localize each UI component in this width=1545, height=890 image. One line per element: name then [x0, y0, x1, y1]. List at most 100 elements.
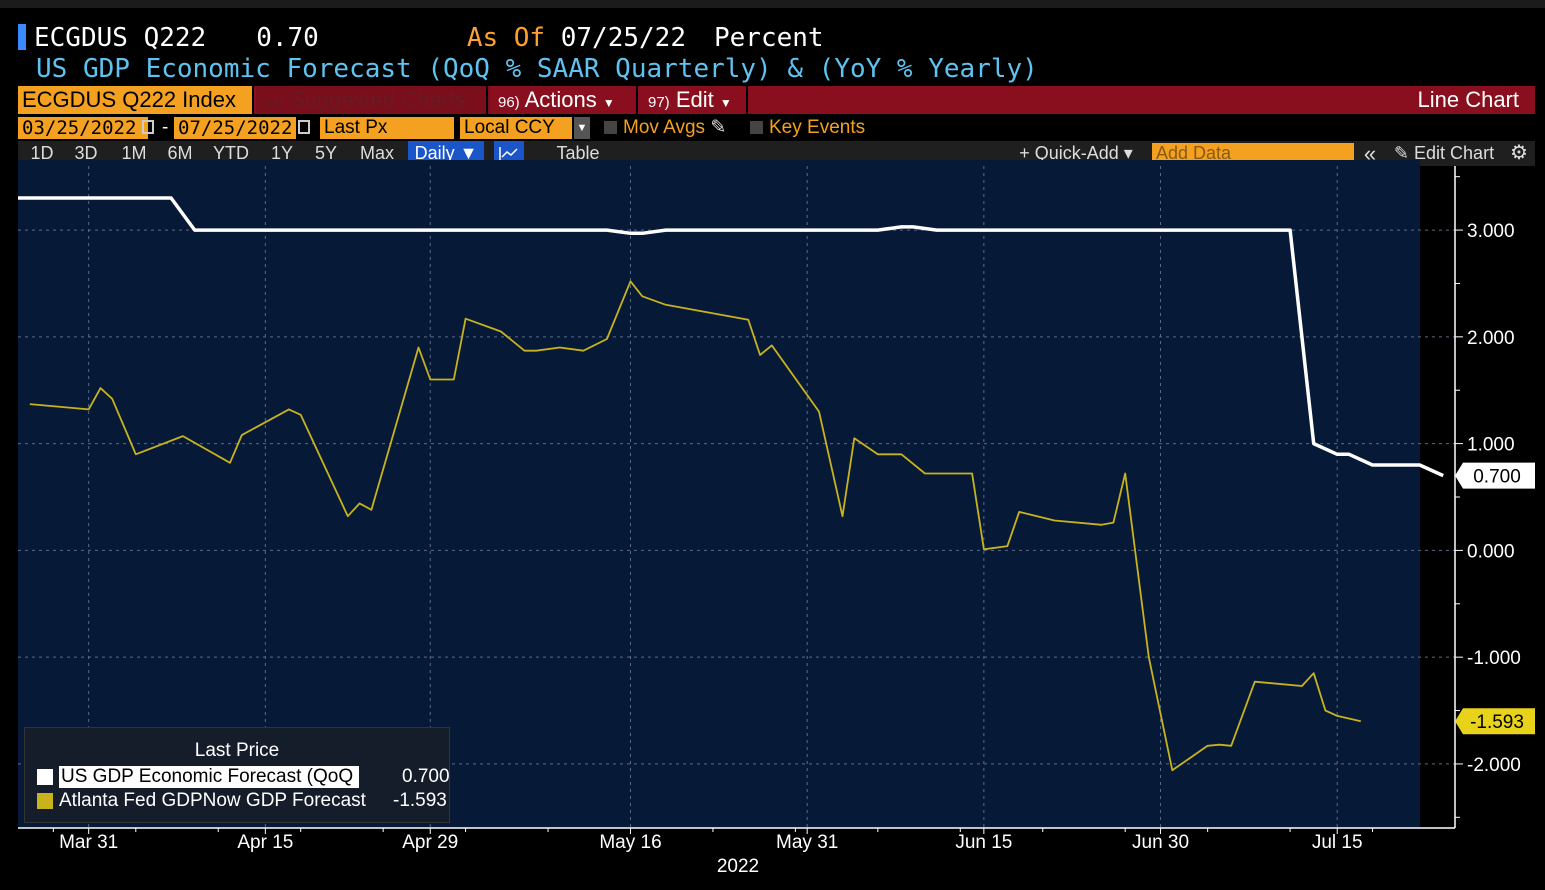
x-tick-label: Jun 15 [955, 832, 1012, 853]
period-1m[interactable]: 1M [121, 143, 147, 163]
series-line-2 [29, 280, 1361, 772]
ticker-input[interactable]: ECGDUS Q222 Index [18, 86, 254, 114]
legend-item-label: Atlanta Fed GDPNow GDP Forecast [59, 790, 366, 811]
table-button[interactable]: Table [556, 143, 600, 163]
checkbox-icon[interactable] [604, 121, 617, 134]
edit-menu[interactable]: 97) Edit ▼ [640, 86, 752, 114]
add-data-input[interactable]: Add Data [1152, 143, 1354, 163]
edit-label: Edit [675, 87, 714, 112]
chart-style-icon[interactable] [494, 141, 524, 166]
actions-label: Actions [524, 87, 597, 112]
track-label: Track [599, 172, 647, 193]
header-marker [18, 24, 26, 50]
suggested-charts-button[interactable]: 94) Suggested Charts [256, 86, 490, 114]
divider [636, 86, 638, 114]
period-5y[interactable]: 5Y [314, 143, 338, 163]
edit-chart-label: Edit Chart [1414, 143, 1495, 163]
field-selector[interactable]: Last Px [320, 117, 454, 139]
actions-menu[interactable]: 96) Actions ▼ [490, 86, 642, 114]
calendar-icon[interactable] [298, 120, 310, 134]
calendar-icon[interactable] [142, 120, 154, 134]
series-line-1 [18, 196, 1444, 478]
legend: Last Price US GDP Economic Forecast (QoQ… [24, 727, 450, 823]
y-tick-label: -2.000 [1467, 755, 1521, 776]
period-max[interactable]: Max [359, 143, 394, 163]
quick-add-button[interactable]: + Quick-Add ▾ [1019, 143, 1133, 163]
period-6m[interactable]: 6M [167, 143, 193, 163]
as-of-date: 07/25/22 [560, 23, 686, 53]
line-chart-icon [499, 147, 518, 162]
security-header: ECGDUS Q222 0.70 As Of 07/25/22 Percent [18, 22, 824, 54]
collapse-icon[interactable]: « [1363, 141, 1377, 166]
period-3d[interactable]: 3D [74, 143, 98, 163]
zoom-button[interactable]: ⚲ Zoom [886, 168, 957, 198]
as-of-label: As Of [466, 23, 546, 53]
period-1d[interactable]: 1D [30, 143, 54, 163]
unit-label: Percent [713, 23, 824, 53]
start-date-field[interactable]: 03/25/2022 [18, 117, 148, 139]
date-range-dash: - [162, 117, 169, 138]
x-tick-label: May 31 [776, 832, 838, 853]
currency-selector[interactable]: Local CCY [460, 117, 572, 139]
y-tick-label: 0.000 [1467, 541, 1515, 562]
caret-down-icon: ▼ [719, 96, 732, 110]
x-year-label: 2022 [717, 856, 759, 877]
period-ytd[interactable]: YTD [213, 143, 249, 163]
function-number: 96) [498, 94, 520, 111]
last-value-label: -1.593 [1470, 712, 1524, 733]
y-tick-label: 2.000 [1467, 328, 1515, 349]
checkbox-icon[interactable] [750, 121, 763, 134]
period-1y[interactable]: 1Y [270, 143, 294, 163]
annotate-label: Annotate [697, 172, 774, 193]
pencil-icon[interactable]: ✎ [710, 117, 727, 138]
divider [252, 86, 254, 114]
y-tick-label: 1.000 [1467, 435, 1515, 456]
security-description: US GDP Economic Forecast (QoQ % SAAR Qua… [36, 54, 1038, 84]
chart-tools-bar: ✛ Track ∠ Annotate ≣ News ⚲ Zoom [566, 168, 968, 198]
function-number: 94) [262, 94, 284, 111]
x-tick-label: Mar 31 [59, 832, 118, 853]
annotate-button[interactable]: ∠ Annotate [672, 168, 773, 198]
period-toolbar: 1D 3D 1M 6M YTD 1Y 5Y Max Daily ▼ Table … [18, 141, 1535, 166]
divider [486, 86, 488, 114]
pencil-icon: ✎ [1393, 143, 1410, 163]
key-events-label: Key Events [769, 117, 866, 138]
y-tick-label: 3.000 [1467, 221, 1515, 242]
magnifier-icon: ⚲ [886, 172, 900, 193]
divider [746, 86, 748, 114]
last-value-tag [1455, 708, 1535, 735]
x-tick-label: May 16 [599, 832, 661, 853]
legend-title: Last Price [194, 740, 280, 761]
track-button[interactable]: ✛ Track [576, 168, 647, 198]
mov-avgs-toggle[interactable]: Mov Avgs ✎ [604, 117, 726, 139]
last-value: 0.70 [256, 23, 319, 53]
legend-item-label: US GDP Economic Forecast (QoQ [59, 766, 359, 788]
chart-settings-bar: 03/25/2022 - 07/25/2022 Last Px Local CC… [18, 116, 1535, 140]
chart-type-label: Line Chart [1417, 87, 1519, 112]
function-number: 97) [648, 94, 670, 111]
last-value-label: 0.700 [1473, 467, 1521, 488]
zoom-label: Zoom [907, 172, 957, 193]
x-tick-label: Apr 15 [237, 832, 293, 853]
key-events-toggle[interactable]: Key Events [750, 117, 865, 139]
gear-icon[interactable]: ⚙ [1510, 142, 1528, 164]
pen-icon: ∠ [672, 172, 690, 193]
x-tick-label: Apr 29 [402, 832, 458, 853]
legend-swatch [37, 793, 53, 809]
news-icon: ≣ [796, 172, 812, 193]
ticker-label: ECGDUS Q222 [34, 23, 207, 53]
top-strip [0, 0, 1545, 8]
x-tick-label: Jul 15 [1312, 832, 1363, 853]
y-tick-label: -1.000 [1467, 648, 1521, 669]
caret-down-icon: ▼ [602, 96, 615, 110]
news-button[interactable]: ≣ News [796, 168, 867, 198]
legend-item-value: -1.593 [393, 790, 447, 811]
dropdown-arrow-icon[interactable]: ▼ [574, 117, 590, 139]
series-layer [18, 196, 1444, 772]
crosshair-icon: ✛ [576, 172, 592, 193]
frequency-selector[interactable]: Daily ▼ [408, 141, 484, 166]
suggested-charts-label: Suggested Charts [289, 87, 466, 112]
mov-avgs-label: Mov Avgs [623, 117, 706, 138]
edit-chart-button[interactable]: ✎ Edit Chart [1388, 141, 1500, 166]
end-date-field[interactable]: 07/25/2022 [174, 117, 296, 139]
